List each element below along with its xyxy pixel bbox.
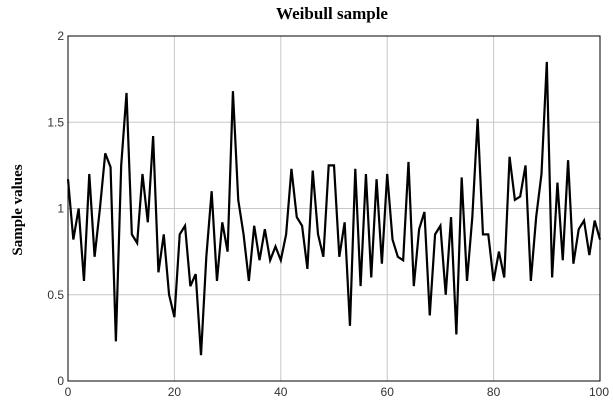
y-axis-label: Sample values <box>10 164 26 255</box>
x-tick-label: 100 <box>589 385 609 399</box>
x-tick-label: 80 <box>487 385 501 399</box>
x-tick-label: 40 <box>274 385 288 399</box>
y-tick-label: 0 <box>57 374 64 388</box>
y-tick-label: 2 <box>57 29 64 43</box>
series-line <box>66 61 602 356</box>
chart-title: Weibull sample <box>276 4 388 23</box>
y-tick-label: 1.5 <box>47 115 64 129</box>
y-tick-label: 0.5 <box>47 288 64 302</box>
y-tick-label: 1 <box>57 202 64 216</box>
x-tick-label: 0 <box>65 385 72 399</box>
x-tick-label: 60 <box>381 385 395 399</box>
series-layer <box>66 61 602 356</box>
plot-area-frame <box>67 35 601 382</box>
axis-ticks: 0 20 40 60 80 100 0 0.5 1 1.5 2 <box>47 29 609 399</box>
x-tick-label: 20 <box>168 385 182 399</box>
